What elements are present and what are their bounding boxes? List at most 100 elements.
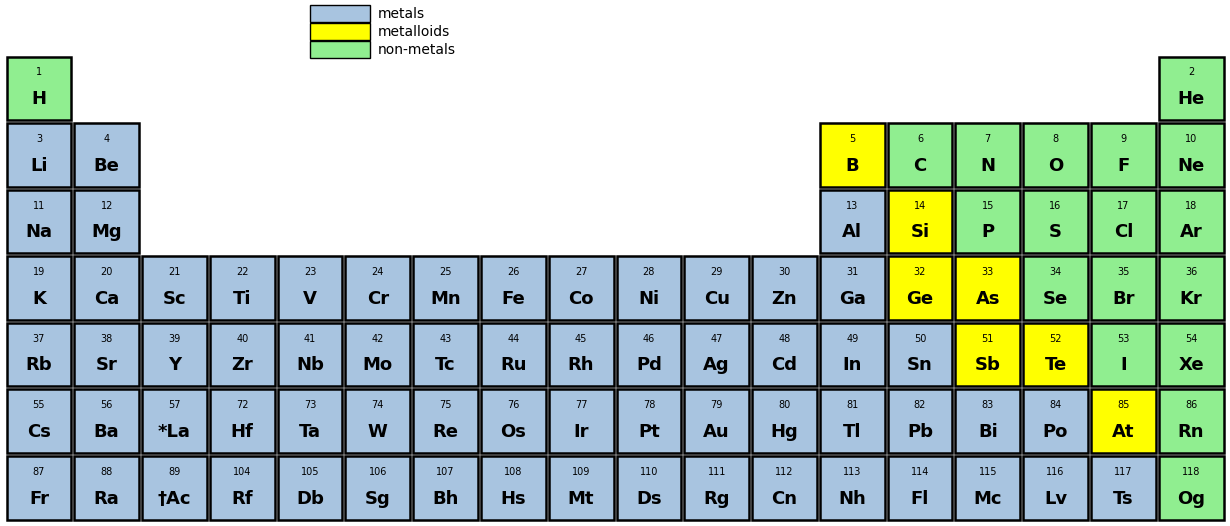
Bar — [820, 256, 884, 320]
Text: V: V — [303, 290, 317, 308]
Bar — [210, 256, 274, 320]
Text: 11: 11 — [33, 200, 46, 210]
Text: Rg: Rg — [704, 490, 729, 508]
Text: 45: 45 — [574, 333, 587, 343]
Text: Ts: Ts — [1113, 490, 1134, 508]
Text: Mc: Mc — [973, 490, 1002, 508]
Bar — [616, 323, 681, 387]
Text: Rn: Rn — [1178, 423, 1204, 441]
Bar — [956, 323, 1020, 387]
Text: 89: 89 — [169, 467, 181, 477]
Bar — [820, 456, 884, 520]
Text: 34: 34 — [1049, 267, 1061, 277]
Text: H: H — [32, 90, 47, 108]
Text: 50: 50 — [914, 333, 926, 343]
Bar — [310, 5, 370, 22]
Bar — [956, 389, 1020, 453]
Bar — [684, 389, 749, 453]
Text: 30: 30 — [779, 267, 791, 277]
Text: 112: 112 — [775, 467, 793, 477]
Bar — [278, 389, 342, 453]
Text: Os: Os — [501, 423, 526, 441]
Text: Hg: Hg — [770, 423, 798, 441]
Text: B: B — [845, 157, 859, 175]
Text: 117: 117 — [1114, 467, 1133, 477]
Text: K: K — [32, 290, 46, 308]
Text: 77: 77 — [574, 400, 588, 410]
Bar — [141, 256, 207, 320]
Text: N: N — [980, 157, 995, 175]
Bar — [6, 456, 71, 520]
Text: 73: 73 — [304, 400, 316, 410]
Text: *La: *La — [157, 423, 191, 441]
Text: 3: 3 — [36, 134, 42, 144]
Text: 114: 114 — [910, 467, 929, 477]
Text: Sg: Sg — [365, 490, 391, 508]
Text: Rb: Rb — [26, 357, 52, 375]
Text: 48: 48 — [779, 333, 791, 343]
Bar — [1023, 123, 1089, 187]
Bar — [888, 123, 952, 187]
Bar — [74, 389, 139, 453]
Bar — [74, 123, 139, 187]
Bar — [684, 323, 749, 387]
Bar — [684, 456, 749, 520]
Text: 53: 53 — [1117, 333, 1129, 343]
Text: 33: 33 — [982, 267, 994, 277]
Text: 36: 36 — [1184, 267, 1197, 277]
Bar — [1159, 190, 1224, 253]
Text: 12: 12 — [101, 200, 113, 210]
Bar — [549, 456, 614, 520]
Bar — [141, 389, 207, 453]
Text: Pt: Pt — [638, 423, 659, 441]
Text: †Ac: †Ac — [157, 490, 191, 508]
Bar — [210, 456, 274, 520]
Text: 78: 78 — [643, 400, 656, 410]
Bar — [1023, 456, 1089, 520]
Bar — [888, 323, 952, 387]
Text: Og: Og — [1177, 490, 1205, 508]
Text: 74: 74 — [371, 400, 384, 410]
Text: Cu: Cu — [704, 290, 729, 308]
Bar — [752, 256, 817, 320]
Text: 47: 47 — [711, 333, 723, 343]
Text: 42: 42 — [371, 333, 384, 343]
Text: Nb: Nb — [296, 357, 323, 375]
Text: Cs: Cs — [27, 423, 50, 441]
Text: 51: 51 — [982, 333, 994, 343]
Text: 109: 109 — [572, 467, 590, 477]
Text: 84: 84 — [1049, 400, 1061, 410]
Text: 4: 4 — [103, 134, 109, 144]
Text: 38: 38 — [101, 333, 113, 343]
Bar — [74, 456, 139, 520]
Bar — [6, 256, 71, 320]
Text: 32: 32 — [914, 267, 926, 277]
Text: 104: 104 — [232, 467, 251, 477]
Bar — [1159, 56, 1224, 120]
Text: non-metals: non-metals — [378, 43, 456, 56]
Text: Fl: Fl — [910, 490, 929, 508]
Text: 49: 49 — [846, 333, 859, 343]
Text: I: I — [1121, 357, 1127, 375]
Text: 55: 55 — [33, 400, 46, 410]
Bar — [956, 456, 1020, 520]
Bar — [1091, 190, 1156, 253]
Text: Se: Se — [1043, 290, 1068, 308]
Text: 37: 37 — [33, 333, 46, 343]
Text: As: As — [975, 290, 1000, 308]
Text: 79: 79 — [711, 400, 723, 410]
Text: In: In — [843, 357, 862, 375]
Text: Ta: Ta — [299, 423, 321, 441]
Bar — [820, 190, 884, 253]
Bar — [346, 456, 410, 520]
Text: 107: 107 — [437, 467, 455, 477]
Text: 105: 105 — [301, 467, 320, 477]
Text: Cl: Cl — [1113, 223, 1133, 241]
Text: 7: 7 — [985, 134, 991, 144]
Bar — [6, 323, 71, 387]
Bar — [1159, 323, 1224, 387]
Text: Ti: Ti — [232, 290, 251, 308]
Text: Fe: Fe — [502, 290, 525, 308]
Bar — [6, 190, 71, 253]
Bar — [346, 256, 410, 320]
